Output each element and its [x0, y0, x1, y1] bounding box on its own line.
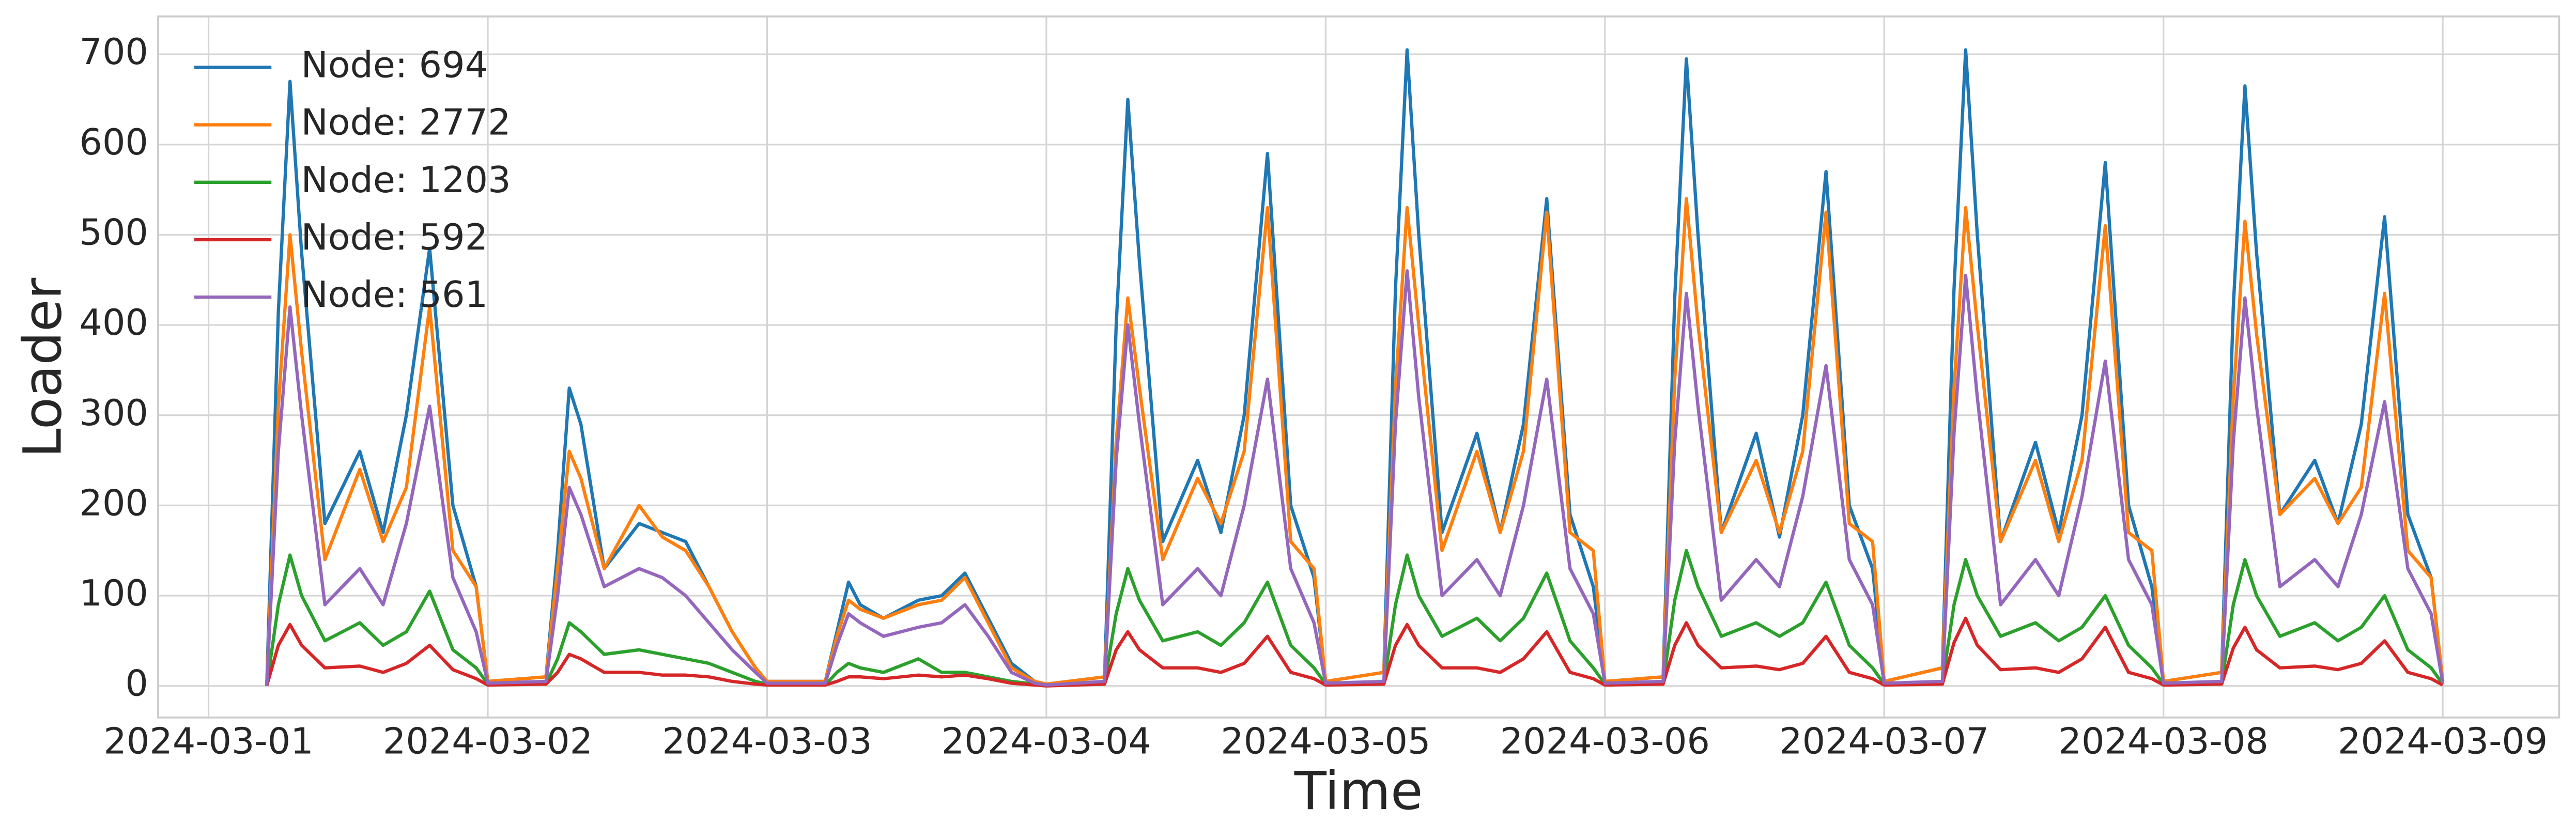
x-tick-label: 2024-03-06 [1500, 721, 1710, 763]
series-line [265, 269, 2445, 687]
legend-label: Node: 561 [301, 274, 488, 316]
legend-label: Node: 1203 [301, 159, 511, 201]
y-tick-label: 400 [79, 302, 148, 344]
y-tick-label: 300 [79, 392, 148, 434]
plot-lines [265, 48, 2445, 688]
legend-label: Node: 2772 [301, 102, 511, 144]
x-tick-label: 2024-03-01 [103, 721, 313, 763]
x-tick-label: 2024-03-03 [662, 721, 872, 763]
series-line [265, 616, 2444, 688]
x-tick-label: 2024-03-02 [383, 721, 593, 763]
x-tick-label: 2024-03-09 [2338, 721, 2548, 763]
y-tick-label: 100 [79, 572, 148, 614]
legend: Node: 694 Node: 2772 Node: 1203 Node: 592 No… [194, 44, 511, 316]
x-axis-label: Time [1294, 760, 1423, 821]
y-tick-label: 600 [79, 121, 148, 163]
x-tick-label: 2024-03-04 [942, 721, 1151, 763]
tick-labels: 0 100 200 300 400 500 600 700 2024-03-01 2024-03-… [79, 31, 2548, 763]
grid [158, 16, 2559, 718]
x-tick-label: 2024-03-05 [1221, 721, 1430, 763]
legend-label: Node: 592 [301, 216, 488, 258]
series-line [265, 197, 2445, 686]
y-tick-label: 700 [79, 31, 148, 73]
plot-frame [157, 15, 2560, 719]
y-tick-label: 0 [125, 663, 148, 705]
y-tick-label: 500 [79, 211, 148, 253]
legend-label: Node: 694 [301, 44, 488, 86]
y-tick-label: 200 [79, 482, 148, 524]
x-tick-label: 2024-03-08 [2059, 721, 2269, 763]
x-tick-label: 2024-03-07 [1779, 721, 1989, 763]
y-axis-label: Loader [12, 278, 73, 458]
